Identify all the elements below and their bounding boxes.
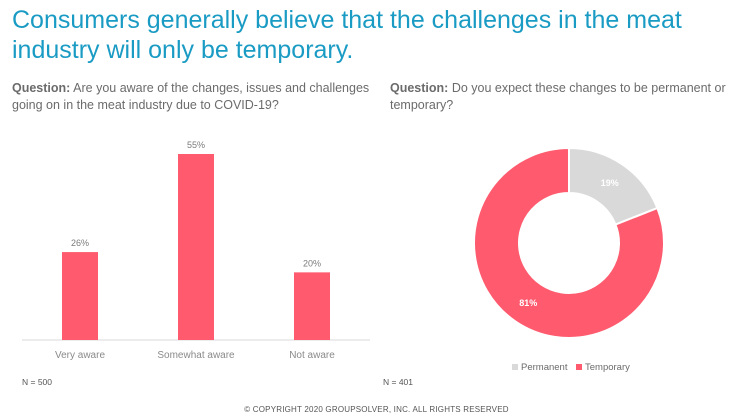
bar-1 [178, 154, 214, 340]
left-question-text: Are you aware of the changes, issues and… [12, 81, 370, 112]
left-question-label: Question: [12, 81, 71, 95]
x-tick-label-1: Somewhat aware [157, 350, 235, 361]
page-title: Consumers generally believe that the cha… [12, 6, 682, 64]
donut-slice-temporary [473, 146, 665, 339]
right-question: Question: Do you expect these changes to… [390, 80, 750, 114]
bar-0 [62, 252, 98, 340]
legend-label-permanent: Permanent [521, 362, 568, 373]
legend-swatch-permanent [512, 364, 518, 370]
slice-data-label-permanent: 19% [601, 178, 619, 188]
slice-data-label-temporary: 81% [519, 298, 537, 308]
x-tick-label-0: Very aware [55, 350, 105, 361]
left-question: Question: Are you aware of the changes, … [12, 80, 372, 114]
x-tick-label-2: Not aware [289, 350, 335, 361]
legend-label-temporary: Temporary [585, 362, 630, 373]
right-question-text: Do you expect these changes to be perman… [390, 81, 726, 112]
bar-2 [294, 272, 330, 340]
bar-data-label-1: 55% [187, 140, 205, 150]
copyright-notice: © COPYRIGHT 2020 GROUPSOLVER, INC. ALL R… [244, 405, 509, 414]
bar-data-label-2: 20% [303, 258, 321, 268]
right-sample-size: N = 401 [383, 377, 414, 387]
left-sample-size: N = 500 [22, 377, 53, 387]
legend-swatch-temporary [576, 364, 582, 370]
bar-data-label-0: 26% [71, 238, 89, 248]
right-question-label: Question: [390, 81, 449, 95]
